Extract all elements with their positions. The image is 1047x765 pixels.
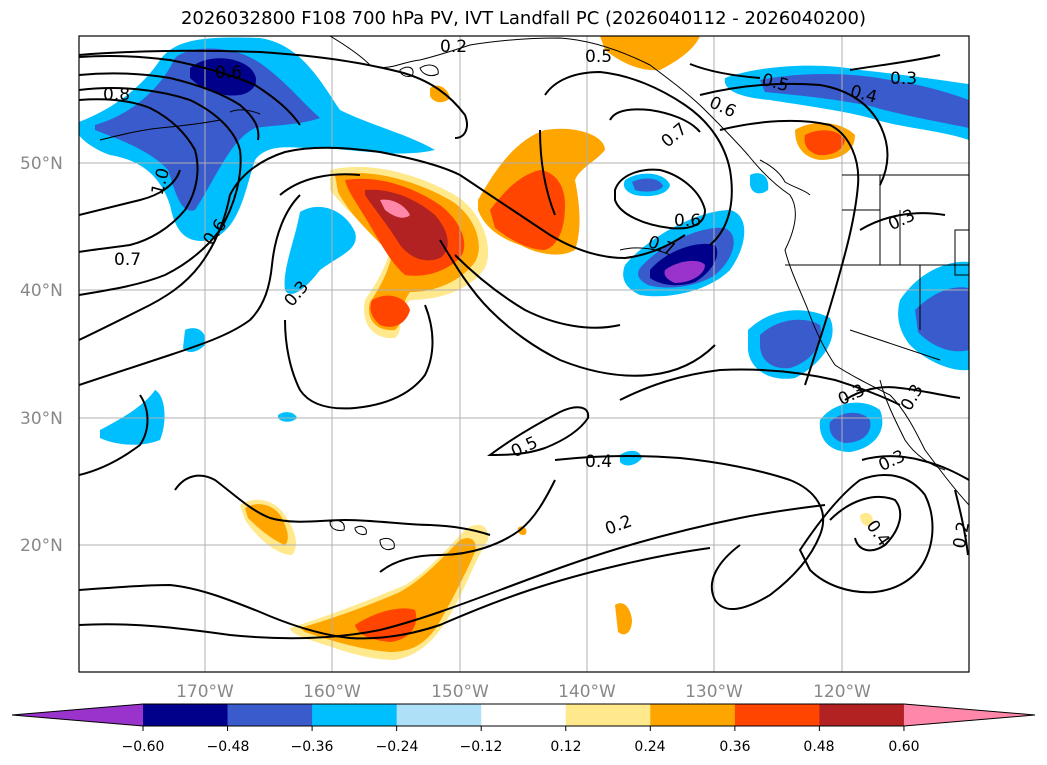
colorbar-segment: [481, 704, 567, 726]
pv-contours: [79, 49, 969, 640]
lat-label: 40°N: [20, 281, 63, 301]
colorbar-tick-label: −0.12: [460, 739, 503, 755]
colorbar-tick-label: −0.36: [291, 739, 334, 755]
gridlines: [79, 36, 969, 672]
contour-label: 0.8: [103, 85, 130, 105]
colorbar-segment: [903, 704, 1035, 726]
colorbar-tick-label: 0.48: [803, 739, 834, 755]
lon-labels: 170°W 160°W 150°W 140°W 130°W 120°W: [176, 682, 871, 702]
colorbar-segment: [734, 704, 820, 726]
colorbar-tick-labels: −0.60 −0.48 −0.36 −0.24 −0.12 0.12 0.24 …: [122, 739, 920, 755]
colorbar-tick-label: 0.60: [888, 739, 919, 755]
map-title: 2026032800 F108 700 hPa PV, IVT Landfall…: [180, 8, 867, 29]
lat-label: 20°N: [20, 536, 63, 556]
colorbar-segment: [227, 704, 313, 726]
colorbar-segment: [396, 704, 482, 726]
lon-label: 170°W: [176, 682, 234, 702]
map-frame: [78, 35, 970, 673]
contour-label: 0.5: [585, 47, 612, 67]
colorbar-tick-label: 0.12: [550, 739, 581, 755]
colorbar-tick-label: −0.60: [122, 739, 165, 755]
colorbar-tick-label: −0.24: [376, 739, 419, 755]
colorbar-tick-label: 0.24: [634, 739, 665, 755]
lon-label: 150°W: [431, 682, 489, 702]
contour-label: 0.3: [890, 69, 917, 89]
contour-label: 0.7: [114, 250, 141, 270]
lat-label: 50°N: [20, 154, 63, 174]
lon-label: 130°W: [685, 682, 743, 702]
lat-labels: 50°N 40°N 30°N 20°N: [20, 154, 63, 556]
lon-label: 160°W: [303, 682, 361, 702]
lat-label: 30°N: [20, 409, 63, 429]
contour-label: 0.2: [950, 520, 974, 550]
colorbar-segment: [12, 704, 143, 726]
lon-label: 140°W: [558, 682, 616, 702]
colorbar-segment: [143, 704, 229, 726]
contour-label: 0.4: [585, 452, 612, 472]
colorbar-segment: [312, 704, 398, 726]
colorbar-tick-label: 0.36: [719, 739, 750, 755]
colorbar-segment: [819, 704, 905, 726]
contour-label: 0.6: [674, 211, 701, 231]
colorbar-segment: [565, 704, 651, 726]
colorbar-tick-label: −0.48: [207, 739, 250, 755]
lon-label: 120°W: [813, 682, 871, 702]
colorbar-segment: [650, 704, 736, 726]
contour-label: 0.6: [215, 63, 242, 83]
colorbar-ticks: [142, 726, 905, 731]
colorbar-segments: [11, 703, 1036, 727]
contour-label: 0.2: [440, 37, 467, 57]
colorbar: −0.60 −0.48 −0.36 −0.24 −0.12 0.12 0.24 …: [11, 703, 1036, 755]
